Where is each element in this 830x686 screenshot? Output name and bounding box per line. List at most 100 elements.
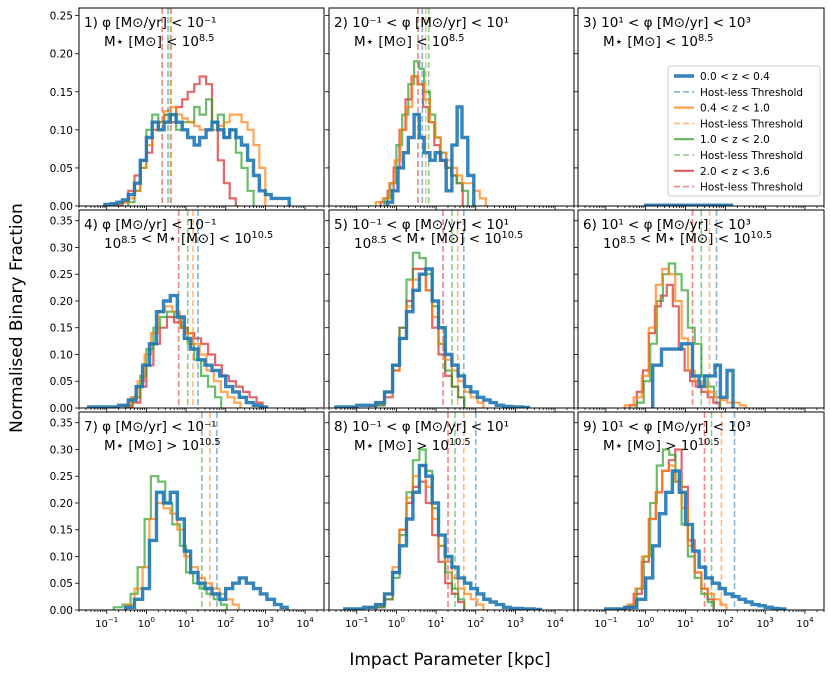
legend-label-3: Host-less Threshold [700,118,803,130]
y-axis-label-svg: Normalised Binary Fraction [7,203,27,433]
panel-2-series-group [374,8,487,206]
legend-label-5: Host-less Threshold [700,150,803,162]
panel-3-series-group [644,203,734,206]
panel-9-title-line-2: M⋆ [M⊙] > 1010.5 [603,437,720,454]
panel-1-ytick-label: 0.10 [50,125,73,137]
panel-4-hist-series-2 [124,310,223,408]
panel-7-xtick-label: 104 [296,616,314,630]
panel-3-title-line-2: M⋆ [M⊙] < 108.5 [603,33,713,50]
panel-6-hist-series-0 [651,342,735,408]
panel-7-title-line-1: 7) φ [M⊙/yr] < 10⁻¹ [84,419,217,435]
legend-label-1: Host-less Threshold [700,87,803,99]
panel-7-ytick-label: 0.30 [50,444,73,456]
panel-1-series-group [103,8,291,206]
panel-2-title-line-2: M⋆ [M⊙] < 108.5 [354,33,464,50]
panel-6-series-group [623,210,747,408]
panel-4-ytick-label: 0.05 [50,376,73,388]
panel-4-ytick-label: 0.20 [50,296,73,308]
panel-1-title-line-1: 1) φ [M⊙/yr] < 10⁻¹ [84,15,217,31]
panel-6-hist-series-2 [635,262,722,408]
panel-7-ytick-label: 0.25 [50,471,73,483]
panel-4-title-line-1: 4) φ [M⊙/yr] < 10⁻¹ [84,217,217,233]
x-axis-label: Impact Parameter [kpc] [349,650,551,670]
panel-1-ytick-label: 0.00 [50,201,73,213]
panel-5-series-group [334,210,531,408]
legend-label-2: 0.4 < z < 1.0 [700,103,770,115]
panel-7-xtick-label: 100 [138,616,155,630]
panel-7-ytick-label: 0.15 [50,525,73,537]
panel-8-title-line-1: 8) 10⁻¹ < φ [M⊙/yr] < 10¹ [334,419,509,435]
panel-2-hist-series-1 [374,75,487,206]
panel-9-xtick-label: 102 [717,616,734,630]
y-axis-label: Normalised Binary Fraction [7,203,27,433]
y-axis-label-container: Normalised Binary Fraction [2,0,28,682]
legend-label-6: 2.0 < z < 3.6 [700,166,770,178]
panel-4-ytick-label: 0.15 [50,323,73,335]
panel-8-xtick-label: 10−1 [345,616,368,630]
panel-8-xtick-label: 100 [388,616,405,630]
legend-label-7: Host-less Threshold [700,182,803,194]
panel-3-frame [577,7,825,207]
panel-4-series-group [86,210,269,408]
panel-4-ytick-label: 0.25 [50,269,73,281]
panel-4: 0.00 0.05 0.10 0.15 0.20 0.25 0.30 0.35 4) φ [M⊙… [50,209,325,415]
panel-5-title-line-1: 5) 10⁻¹ < φ [M⊙/yr] < 10¹ [334,217,509,233]
panel-7-series-group [112,412,289,610]
panel-1-ytick-label: 0.25 [50,11,73,23]
panel-7-ytick-label: 0.05 [50,578,73,590]
panel-1-title-line-2: M⋆ [M⊙] < 108.5 [104,33,214,50]
panel-4-ytick-label: 0.35 [50,216,73,228]
panel-9-frame [577,411,825,611]
panel-1-ytick-label: 0.20 [50,49,73,61]
panel-3-title-line-1: 3) 10¹ < φ [M⊙/yr] < 10³ [583,15,751,31]
panel-7-xtick-label: 102 [217,616,234,630]
panel-1-frame [78,7,325,207]
panel-9-hist-series-1 [616,464,728,610]
panel-4-ytick-label: 0.10 [50,349,73,361]
legend-box [667,65,821,197]
panel-9-xtick-label: 100 [637,616,654,630]
panel-7-ytick-label: 0.00 [50,605,73,617]
panel-1-hist-series-1 [121,105,267,206]
panel-6-hist-series-1 [623,267,747,408]
panel-8-xtick-label: 104 [546,616,564,630]
panel-7-ytick-label: 0.10 [50,551,73,563]
panel-7-xtick-label: 101 [177,616,194,630]
panel-1-ytick-label: 0.05 [50,163,73,175]
panel-8: 10−1 100 101 102 103 104 8) 10⁻¹ < φ [M⊙/yr] <… [325,411,575,630]
panel-8-hist-series-0 [343,463,543,610]
panel-7-title-line-2: M⋆ [M⊙] > 1010.5 [104,437,221,454]
panel-8-hist-series-1 [367,464,485,610]
panel-8-series-group [343,412,543,610]
panel-7-ytick-label: 0.35 [50,418,73,430]
panel-9-series-group [604,412,787,610]
panel-4-ytick-label: 0.00 [50,403,73,415]
panel-1-hist-series-3 [112,75,237,206]
panel-4-title-line-2: 108.5 < M⋆ [M⊙] < 1010.5 [104,230,273,252]
panel-7: 10−1 100 101 102 103 104 0.00 0.05 0.10 0.15 0.20 0… [50,411,325,630]
panel-3-hist-series-0 [644,203,734,206]
panel-2: 2) 10⁻¹ < φ [M⊙/yr] < 10¹ M⋆ [M⊙] < 108.5 [325,7,575,210]
panel-7-hist-series-0 [124,490,289,610]
panel-6-title-line-1: 6) 10¹ < φ [M⊙/yr] < 10³ [583,217,751,233]
panel-9-hist-series-0 [604,469,787,610]
panel-4-frame [78,209,325,409]
panel-2-title-line-1: 2) 10⁻¹ < φ [M⊙/yr] < 10¹ [334,15,509,31]
panel-9-xtick-label: 10−1 [594,616,617,630]
panel-2-frame [328,7,575,207]
panel-7-frame [78,411,325,611]
panel-5-frame [328,209,575,409]
panel-9: 10−1 100 101 102 103 104 9) 10¹ < φ [M⊙/yr] < … [574,411,825,630]
panel-7-xtick-label: 10−1 [95,616,118,630]
panel-5-hist-series-0 [334,267,531,408]
panel-4-hist-series-0 [86,293,269,408]
panel-1: 0.00 0.05 0.10 0.15 0.20 0.25 1) φ [M⊙/yr] < 1… [50,7,325,213]
panel-8-hist-series-3 [374,480,466,610]
legend-label-0: 0.0 < z < 0.4 [700,71,770,83]
panel-1-hist-series-0 [103,112,291,206]
panel-7-xtick-label: 103 [257,616,274,630]
panel-4-ytick-label: 0.30 [50,242,73,254]
panel-3: 3) 10¹ < φ [M⊙/yr] < 10³ M⋆ [M⊙] < 108.5 [574,7,825,210]
